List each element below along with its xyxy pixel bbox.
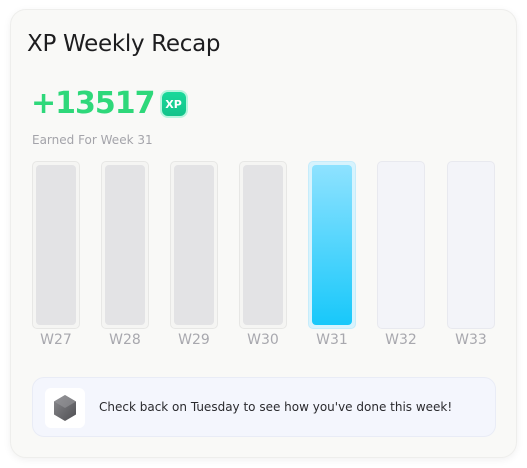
week-bar[interactable] xyxy=(239,161,287,329)
week-bar-fill xyxy=(243,165,283,325)
week-bar-fill xyxy=(448,162,494,328)
week-bar-fill xyxy=(312,165,352,325)
hexagon-badge-icon xyxy=(45,388,85,428)
notice-text: Check back on Tuesday to see how you've … xyxy=(99,400,453,414)
week-bar[interactable] xyxy=(101,161,149,329)
earned-week-label: Earned For Week 31 xyxy=(32,133,153,147)
week-bar[interactable] xyxy=(32,161,80,329)
week-bar-fill xyxy=(174,165,214,325)
week-label: W32 xyxy=(385,332,417,348)
week-bar-fill xyxy=(36,165,76,325)
week-bar-fill xyxy=(105,165,145,325)
week-bar-fill xyxy=(378,162,424,328)
week-label: W27 xyxy=(40,332,72,348)
xp-total-value: +13517 xyxy=(31,86,156,121)
week-label: W28 xyxy=(109,332,141,348)
xp-total-row: +13517 XP xyxy=(31,86,188,122)
week-label: W33 xyxy=(455,332,487,348)
week-bar-future[interactable] xyxy=(377,161,425,329)
week-label: W31 xyxy=(316,332,348,348)
card-title: XP Weekly Recap xyxy=(27,31,221,57)
week-label: W30 xyxy=(247,332,279,348)
xp-badge-icon: XP xyxy=(159,90,188,118)
week-bar[interactable] xyxy=(170,161,218,329)
week-label: W29 xyxy=(178,332,210,348)
weekly-notice: Check back on Tuesday to see how you've … xyxy=(32,377,496,437)
week-bar-future[interactable] xyxy=(447,161,495,329)
week-bar-current[interactable] xyxy=(308,161,356,329)
xp-weekly-recap-card: XP Weekly Recap +13517 XP Earned For Wee… xyxy=(10,9,517,458)
